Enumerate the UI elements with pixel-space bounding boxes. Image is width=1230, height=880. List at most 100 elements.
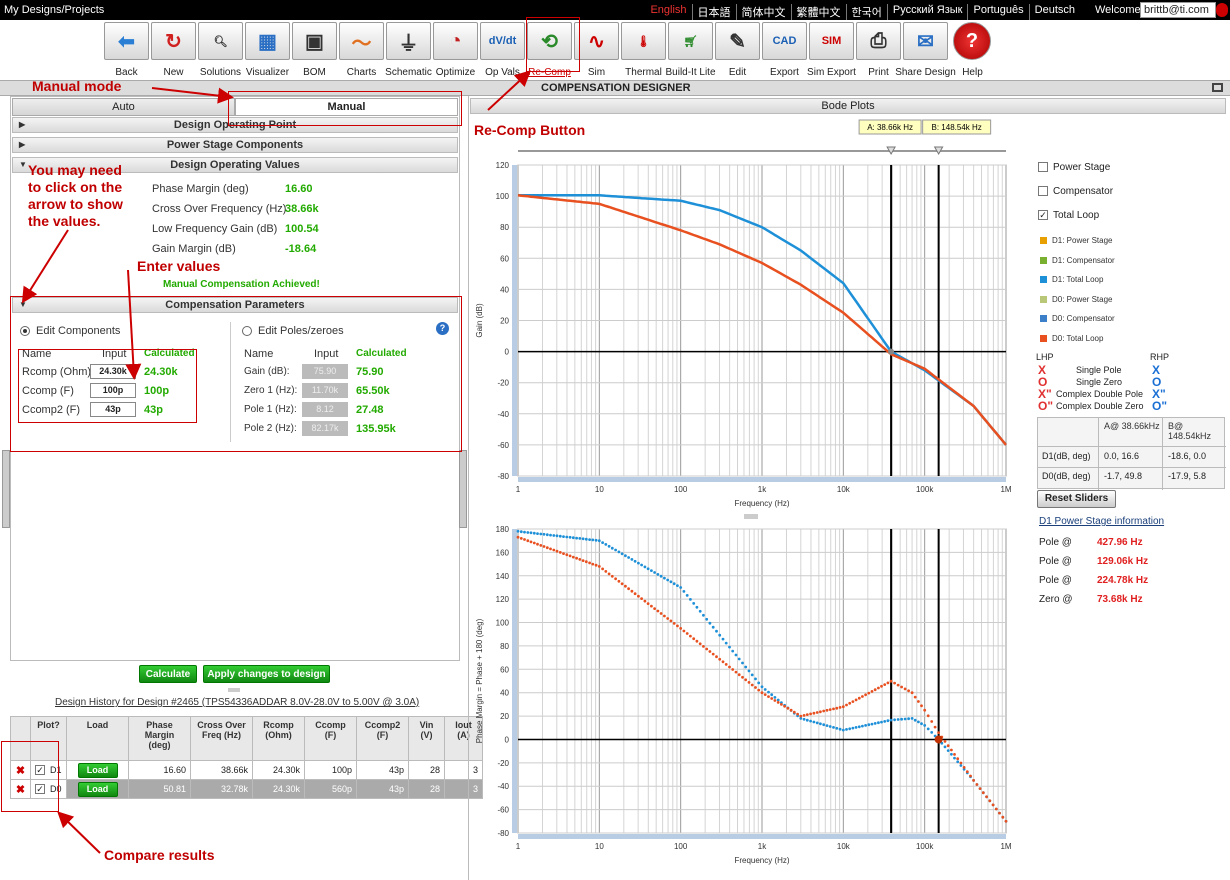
user-email[interactable]: brittb@ti.com [1140, 2, 1216, 18]
component-input[interactable]: 100p [90, 383, 136, 398]
cad-icon[interactable]: CAD [762, 22, 807, 60]
language-link[interactable]: Português [967, 4, 1028, 20]
charts-icon[interactable]: 〜 [339, 22, 384, 60]
help-icon[interactable]: ? [953, 22, 991, 60]
plot-checkbox[interactable]: ✓ [35, 784, 45, 795]
slider-b-handle[interactable] [933, 146, 944, 156]
help-question-icon[interactable]: ? [436, 322, 449, 335]
breadcrumb[interactable]: My Designs/Projects [4, 4, 105, 16]
bom-button[interactable]: ▣ BOM [292, 22, 337, 78]
recomp-icon[interactable]: ⟲ [527, 22, 572, 60]
collapse-arrow-icon[interactable]: ▼ [19, 300, 27, 309]
series-point [718, 633, 722, 637]
series-point [666, 617, 670, 620]
checkbox[interactable]: ✓ [1038, 210, 1048, 221]
legend-item[interactable]: D0: Compensator [1040, 314, 1115, 323]
checkbox[interactable] [1038, 186, 1048, 197]
schematic-button[interactable]: ⏚ Schematic [385, 22, 432, 78]
series-point [627, 556, 630, 559]
series-point [864, 693, 867, 697]
language-link[interactable]: Русский Язык [886, 4, 968, 20]
series-point [578, 558, 582, 561]
help-button[interactable]: ? Help [950, 22, 995, 78]
toggle-compensator[interactable]: Compensator [1038, 186, 1113, 197]
language-link[interactable]: Deutsch [1028, 4, 1080, 20]
power-stage-info-title[interactable]: D1 Power Stage information [1039, 516, 1165, 527]
export-button[interactable]: CAD Export [762, 22, 807, 78]
plot-checkbox[interactable]: ✓ [35, 765, 45, 776]
apply-changes-button[interactable]: Apply changes to design [203, 665, 330, 683]
tab-auto[interactable]: Auto [12, 98, 235, 116]
visualizer-grid-icon[interactable]: ▦ [245, 22, 290, 60]
slider-a-handle[interactable] [886, 146, 896, 156]
right-splitter-handle[interactable] [459, 450, 467, 528]
charts-button[interactable]: 〜 Charts [339, 22, 384, 78]
expand-arrow-icon[interactable]: ▶ [19, 120, 26, 129]
series-point [555, 534, 559, 538]
legend-item[interactable]: D0: Power Stage [1040, 295, 1112, 304]
edit-pencil-icon[interactable]: ✎ [715, 22, 760, 60]
legend-item[interactable]: D0: Total Loop [1040, 334, 1103, 343]
radio-unselected-icon[interactable] [242, 326, 252, 336]
section-design-operating-values[interactable]: ▼ Design Operating Values [12, 157, 458, 173]
radio-selected-icon[interactable] [20, 326, 30, 336]
delete-icon[interactable]: ✖ [10, 760, 31, 780]
user-menu-icon[interactable] [1216, 3, 1228, 17]
language-link[interactable]: 简体中文 [735, 4, 791, 20]
language-link[interactable]: 한국어 [845, 4, 887, 20]
load-button[interactable]: Load [77, 762, 118, 778]
dv-dt-icon[interactable]: dV/dt [480, 22, 525, 60]
component-input[interactable]: 43p [90, 402, 136, 417]
back-arrow-icon[interactable]: ⬅ [104, 22, 149, 60]
schematic-icon[interactable]: ⏚ [386, 22, 431, 60]
print-button[interactable]: ⎙ Print [856, 22, 901, 78]
checkbox[interactable] [1038, 162, 1048, 173]
visualizer-button[interactable]: ▦ Visualizer [245, 22, 290, 78]
splitter-grip[interactable] [228, 688, 240, 692]
edit-button[interactable]: ✎ Edit [715, 22, 760, 78]
legend-item[interactable]: D1: Total Loop [1040, 275, 1103, 284]
section-compensation-parameters[interactable]: ▼ Compensation Parameters [12, 297, 458, 313]
legend-label: D0: Power Stage [1052, 294, 1113, 304]
magnifier-icon[interactable]: 🔍︎ [198, 22, 243, 60]
printer-icon[interactable]: ⎙ [856, 22, 901, 60]
tab-manual[interactable]: Manual [235, 98, 458, 116]
section-power-stage-components[interactable]: ▶ Power Stage Components [12, 137, 458, 153]
solutions-button[interactable]: 🔍︎ Solutions [198, 22, 243, 78]
maximize-icon[interactable] [1212, 83, 1223, 92]
cart-icon[interactable]: 🛒︎ [668, 22, 713, 60]
share-icon[interactable]: ✉ [903, 22, 948, 60]
language-link[interactable]: 日本語 [691, 4, 736, 20]
toggle-power-stage[interactable]: Power Stage [1038, 162, 1110, 173]
thermometer-icon[interactable]: 🌡︎ [621, 22, 666, 60]
col-header-input: Input [102, 348, 127, 360]
new-button[interactable]: ↻ New [151, 22, 196, 78]
load-button[interactable]: Load [77, 781, 118, 797]
design-history-title[interactable]: Design History for Design #2465 (TPS5433… [55, 697, 420, 708]
plot-splitter-grip[interactable] [744, 514, 758, 519]
collapse-arrow-icon[interactable]: ▼ [19, 160, 27, 169]
edit-poles-label: Edit Poles/zeroes [258, 325, 344, 337]
language-link[interactable]: 繁體中文 [790, 4, 846, 20]
legend-item[interactable]: D1: Compensator [1040, 256, 1115, 265]
sim-export-button[interactable]: SIM Sim Export [807, 22, 856, 78]
calculate-button[interactable]: Calculate [139, 665, 197, 683]
thermal-button[interactable]: 🌡︎ Thermal [621, 22, 666, 78]
build-it-lite-button[interactable]: 🛒︎ Build-It Lite [665, 22, 716, 78]
new-refresh-icon[interactable]: ↻ [151, 22, 196, 60]
back-button[interactable]: ⬅ Back [104, 22, 149, 78]
expand-arrow-icon[interactable]: ▶ [19, 140, 26, 149]
re-comp-button[interactable]: ⟲ Re-Comp [527, 22, 572, 78]
bom-parts-icon[interactable]: ▣ [292, 22, 337, 60]
sine-wave-icon[interactable]: ∿ [574, 22, 619, 60]
reset-sliders-button[interactable]: Reset Sliders [1037, 490, 1116, 508]
legend-item[interactable]: D1: Power Stage [1040, 236, 1112, 245]
share-design-button[interactable]: ✉ Share Design [895, 22, 956, 78]
sim-export-icon[interactable]: SIM [809, 22, 854, 60]
language-link[interactable]: English [650, 4, 687, 16]
sim-button[interactable]: ∿ Sim [574, 22, 619, 78]
left-splitter-handle[interactable] [2, 450, 10, 528]
gauge-icon[interactable]: ◔ [433, 22, 478, 60]
optimize-button[interactable]: ◔ Optimize [433, 22, 478, 78]
toggle-total-loop[interactable]: ✓ Total Loop [1038, 210, 1099, 221]
